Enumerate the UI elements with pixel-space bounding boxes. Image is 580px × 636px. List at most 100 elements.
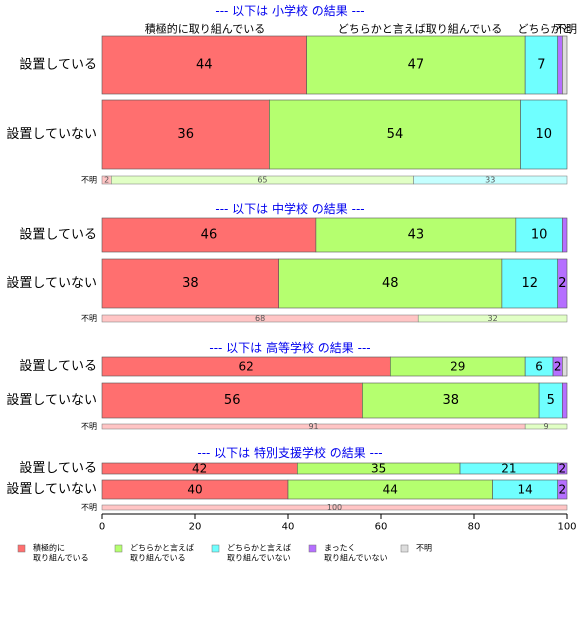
section-title: --- 以下は 小学校 の結果 --- — [215, 3, 364, 18]
row-label: 設置している — [19, 57, 97, 73]
unknown-data-label: 9 — [544, 422, 549, 431]
bar-segment — [269, 99, 521, 170]
legend-label: どちらかと言えば — [227, 543, 291, 553]
bar-segment — [362, 382, 540, 419]
legend-swatch — [400, 544, 409, 553]
column-header: どちらかと言えば取り組んでいる — [338, 23, 502, 36]
data-label: 2 — [558, 276, 566, 291]
bar-segment — [101, 382, 363, 419]
data-label: 7 — [537, 58, 545, 73]
bar-segment — [306, 35, 526, 95]
column-header: 不明 — [555, 23, 577, 36]
legend-label: まったく — [324, 544, 356, 553]
data-label: 36 — [177, 127, 194, 142]
bar-segment — [278, 258, 503, 309]
section-title: --- 以下は 高等学校 の結果 --- — [209, 340, 370, 355]
legend-label: 取り組んでいない — [227, 553, 291, 563]
legend-label: 積極的に — [33, 543, 65, 553]
data-label: 6 — [535, 360, 543, 374]
bar-segment — [562, 382, 568, 419]
data-label: 44 — [383, 483, 398, 497]
bar-segment — [562, 35, 568, 95]
row-label: 設置していない — [6, 392, 97, 408]
bar-segment — [101, 99, 270, 170]
data-label: 5 — [547, 393, 555, 408]
data-label: 44 — [196, 58, 213, 73]
unknown-data-label: 33 — [485, 176, 495, 185]
data-label: 10 — [535, 127, 552, 142]
x-tick-label: 80 — [468, 522, 481, 533]
data-label: 35 — [371, 462, 386, 476]
data-label: 54 — [387, 127, 404, 142]
unknown-bar-segment — [413, 175, 568, 185]
legend-label: 取り組んでいない — [324, 553, 388, 563]
legend-swatch — [308, 544, 317, 553]
legend-swatch — [114, 544, 123, 553]
data-label: 14 — [518, 483, 533, 497]
legend-label: 不明 — [416, 544, 432, 553]
unknown-data-label: 2 — [104, 176, 109, 185]
bar-segment — [501, 258, 558, 309]
x-tick-label: 20 — [189, 522, 202, 533]
section-title: --- 以下は 特別支援学校 の結果 --- — [197, 445, 382, 460]
data-label: 48 — [382, 276, 399, 291]
bar-segment — [557, 258, 568, 309]
row-label: 設置している — [19, 358, 97, 374]
legend-label: どちらかと言えば — [130, 543, 194, 553]
x-tick-label: 40 — [282, 522, 295, 533]
bar-segment — [557, 479, 568, 500]
data-label: 10 — [531, 228, 548, 243]
unknown-data-label: 91 — [308, 422, 318, 431]
row-label: 設置していない — [6, 275, 97, 291]
unknown-bar-segment — [417, 314, 568, 323]
row-label: 設置している — [19, 227, 97, 243]
legend-swatch — [211, 544, 220, 553]
legend-swatch — [17, 544, 26, 553]
x-tick-label: 60 — [375, 522, 388, 533]
bar-segment — [520, 99, 568, 170]
unknown-row-label: 不明 — [81, 422, 97, 431]
data-label: 62 — [239, 360, 254, 374]
bar-segment — [557, 462, 568, 475]
data-label: 2 — [554, 360, 562, 374]
unknown-bar-segment — [524, 423, 568, 430]
data-label: 43 — [408, 228, 425, 243]
legend-label: 取り組んでいる — [130, 553, 186, 563]
data-label: 38 — [182, 276, 199, 291]
data-label: 21 — [501, 462, 516, 476]
column-header: 積極的に取り組んでいる — [145, 22, 265, 36]
unknown-row-label: 不明 — [81, 176, 97, 185]
unknown-bar-segment — [101, 504, 568, 511]
unknown-data-label: 65 — [257, 176, 267, 185]
row-label: 設置していない — [6, 126, 97, 142]
section-title: --- 以下は 中学校 の結果 --- — [215, 201, 364, 216]
bar-segment — [562, 356, 568, 377]
data-label: 2 — [559, 483, 567, 497]
legend-label: 取り組んでいる — [33, 553, 89, 563]
unknown-data-label: 68 — [255, 314, 265, 323]
column-header: どちらかと — [518, 23, 573, 36]
data-label: 56 — [224, 393, 241, 408]
unknown-data-label: 32 — [488, 314, 498, 323]
row-label: 設置していない — [6, 481, 97, 497]
data-label: 40 — [187, 483, 202, 497]
bar-segment — [562, 217, 568, 253]
unknown-data-label: 100 — [327, 503, 342, 512]
row-label: 設置している — [19, 460, 97, 476]
bar-segment — [315, 217, 517, 253]
data-label: 29 — [450, 360, 465, 374]
unknown-row-label: 不明 — [81, 503, 97, 512]
data-label: 46 — [201, 228, 218, 243]
x-tick-label: 0 — [99, 522, 105, 533]
bar-segment — [557, 35, 563, 95]
unknown-row-label: 不明 — [81, 314, 97, 323]
data-label: 42 — [192, 462, 207, 476]
bar-segment — [101, 217, 317, 253]
bar-segment — [101, 258, 279, 309]
x-tick-label: 100 — [557, 522, 576, 533]
data-label: 12 — [522, 276, 539, 291]
data-label: 47 — [408, 58, 425, 73]
data-label: 2 — [559, 462, 567, 476]
data-label: 38 — [442, 393, 459, 408]
